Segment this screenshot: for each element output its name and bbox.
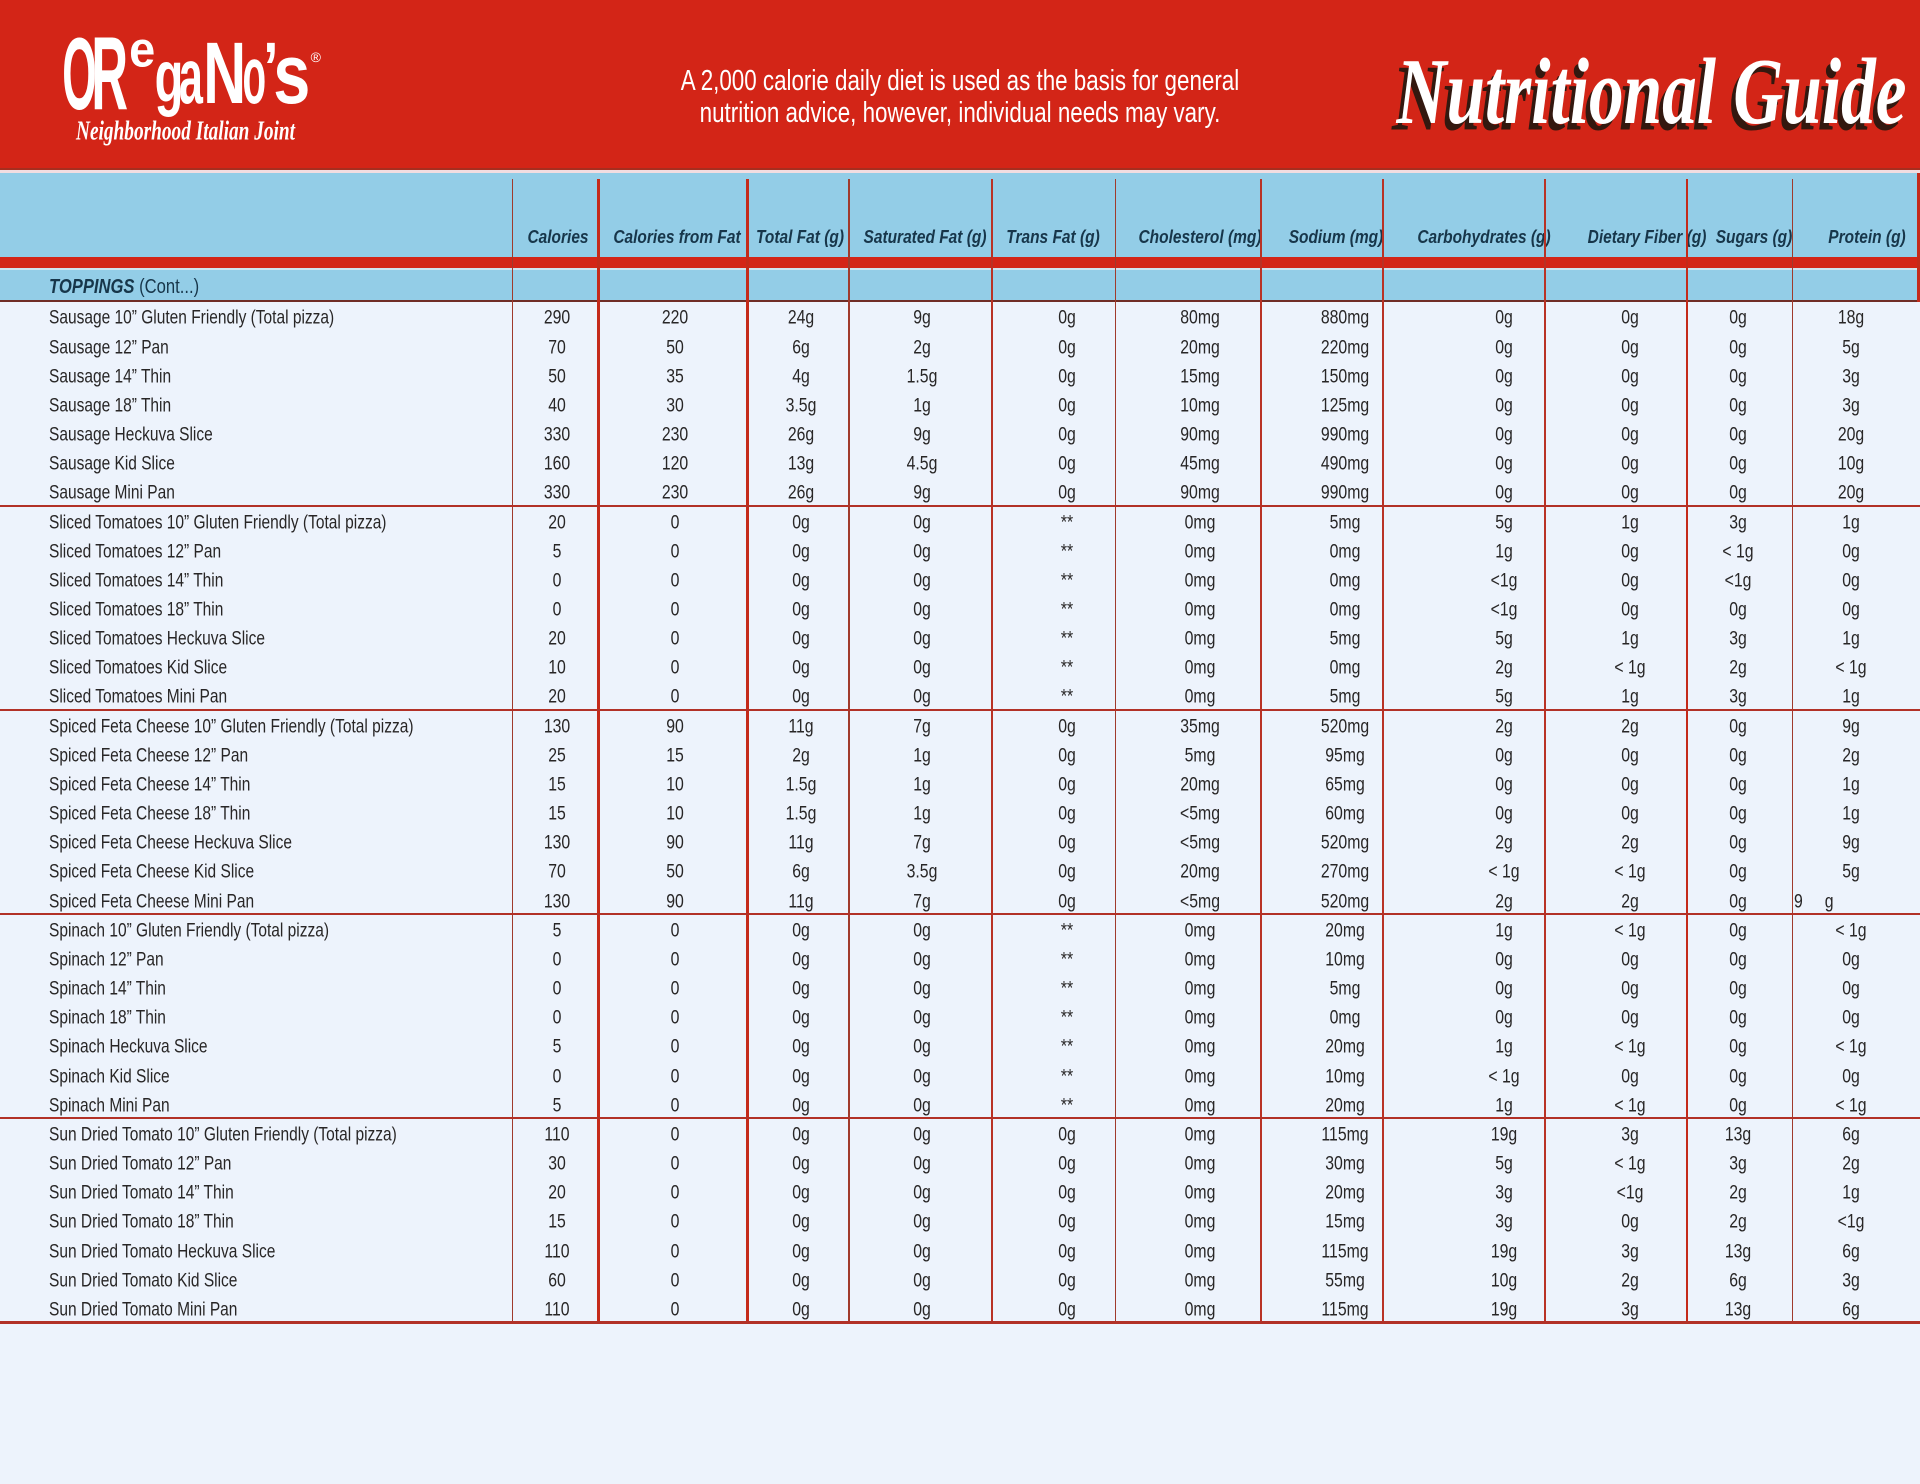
svg-text:e: e [129, 22, 155, 78]
svg-text:Nutritional Guide: Nutritional Guide [1396, 39, 1907, 144]
svg-text:a: a [179, 34, 204, 120]
svg-text:’: ’ [263, 29, 278, 107]
svg-text:Nutritional Guide: Nutritional Guide [1391, 45, 1902, 150]
svg-text:s: s [273, 28, 310, 122]
svg-text:g: g [155, 36, 184, 118]
svg-text:o: o [243, 29, 267, 121]
svg-text:®: ® [311, 49, 322, 65]
svg-text:N: N [203, 25, 246, 122]
svg-text:Neighborhood Italian Joint: Neighborhood Italian Joint [75, 117, 296, 147]
svg-text:O: O [62, 17, 96, 131]
svg-text:R: R [91, 16, 128, 132]
